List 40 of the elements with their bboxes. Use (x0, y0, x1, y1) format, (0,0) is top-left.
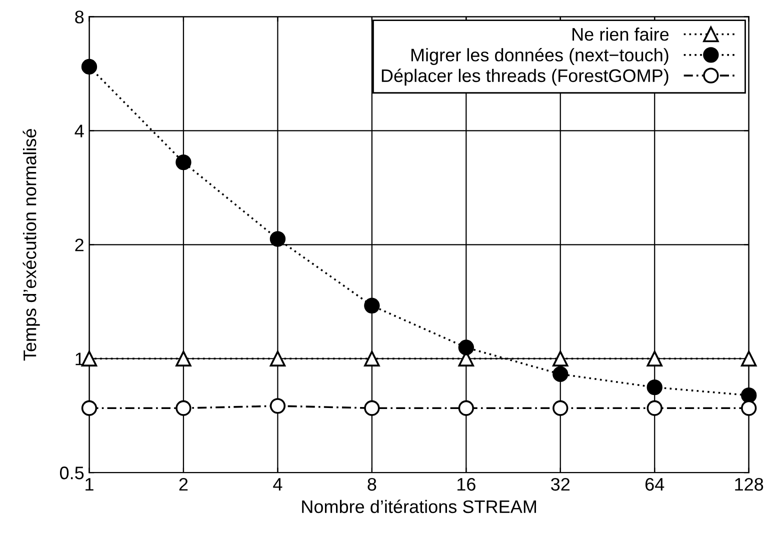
point (270, 231, 286, 247)
point (81, 350, 98, 366)
point (740, 387, 757, 404)
point (270, 398, 286, 414)
point (364, 298, 380, 314)
point (740, 400, 757, 416)
legend-label: Migrer les données (next−touch) (411, 48, 668, 65)
point (176, 350, 192, 366)
x-tick-label: 16 (457, 478, 476, 491)
point (458, 340, 474, 356)
x-tick-label: 128 (735, 478, 764, 491)
x-tick-label: 4 (273, 478, 282, 491)
legend-label: Ne rien faire (572, 28, 669, 41)
y-tick-label: 4 (74, 124, 84, 138)
x-tick-label: 8 (368, 478, 376, 491)
legend-label: Déplacer les threads (ForestGOMP) (382, 68, 668, 86)
point (552, 350, 568, 366)
point (364, 400, 380, 416)
point (81, 400, 98, 416)
point (646, 400, 662, 416)
x-tick-label: 2 (179, 478, 188, 491)
point (552, 400, 568, 416)
y-tick-label: 2 (75, 238, 84, 252)
point (270, 350, 286, 366)
y-tick-label: 8 (75, 10, 84, 24)
y-tick-label: 0.5 (60, 466, 84, 480)
point (646, 379, 662, 396)
point (646, 350, 662, 366)
x-tick-label: 64 (645, 478, 664, 491)
point (364, 350, 380, 366)
point (740, 350, 757, 366)
x-tick-label: 32 (551, 478, 570, 491)
point (81, 58, 98, 75)
point (176, 154, 192, 170)
point (552, 366, 568, 382)
y-axis-title: Temps d’exécution normalisé (22, 129, 40, 361)
point (458, 400, 474, 416)
point (176, 400, 192, 416)
x-axis-title: Nombre d’itérations STREAM (302, 500, 536, 514)
x-tick-label: 1 (86, 478, 94, 491)
